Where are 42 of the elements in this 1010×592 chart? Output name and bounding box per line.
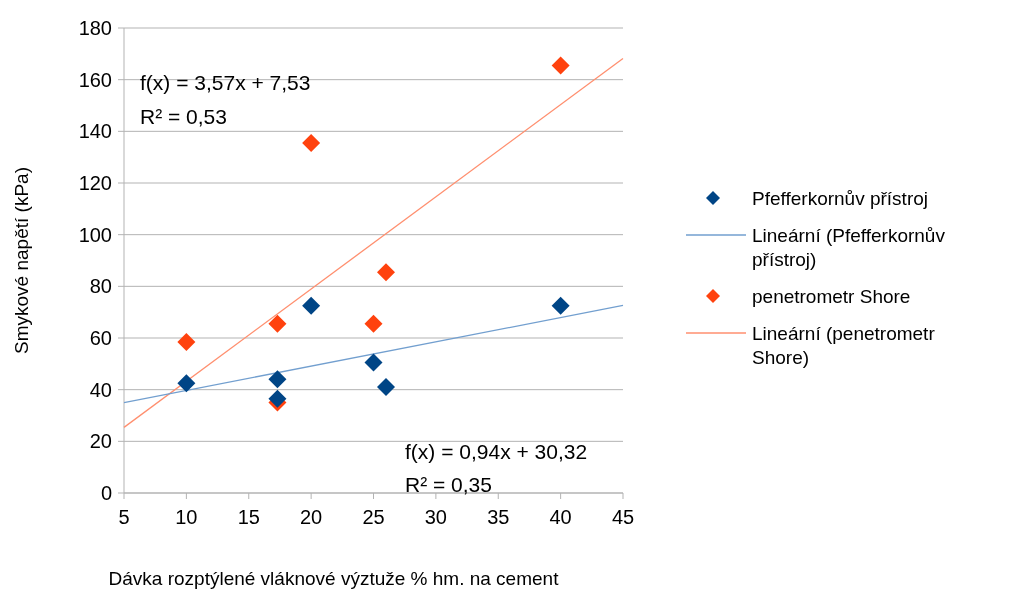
annotation: f(x) = 3,57x + 7,53 xyxy=(140,71,311,94)
y-tick-label: 60 xyxy=(89,327,112,349)
x-axis-title: Dávka rozptýlené vláknové výztuže % hm. na cement xyxy=(108,568,560,589)
point xyxy=(302,133,321,152)
y-tick-label: 0 xyxy=(100,482,112,504)
annotation: f(x) = 0,94x + 30,32 xyxy=(405,440,588,463)
point xyxy=(376,378,395,397)
x-tick-label: 30 xyxy=(424,506,447,528)
annotation: R² = 0,35 xyxy=(405,473,492,496)
legend-label: Lineární (penetrometr Shore) xyxy=(752,322,936,368)
x-tick-label: 10 xyxy=(175,506,198,528)
y-tick-label: 160 xyxy=(78,68,112,91)
x-tick-label: 5 xyxy=(118,506,130,528)
y-tick-label: 180 xyxy=(78,17,112,39)
y-tick-label: 80 xyxy=(89,275,112,298)
y-tick-label: 140 xyxy=(78,120,112,143)
y-axis-title: Smykové napětí (kPa) xyxy=(11,167,32,354)
legend-label: Lineární (Pfefferkornův přístroj) xyxy=(752,224,946,270)
annotation: R² = 0,53 xyxy=(140,105,227,128)
x-tick-label: 35 xyxy=(487,506,510,528)
x-tick-label: 15 xyxy=(237,506,260,528)
point xyxy=(364,353,383,372)
x-tick-label: 25 xyxy=(362,506,385,528)
legend-label: Pfefferkornův přístroj xyxy=(752,187,929,209)
point xyxy=(268,314,287,333)
x-tick-label: 20 xyxy=(300,506,323,528)
point xyxy=(268,370,287,389)
x-tick-label: 40 xyxy=(549,506,572,528)
y-tick-label: 40 xyxy=(89,378,112,401)
point xyxy=(364,314,383,333)
point xyxy=(376,263,395,282)
point xyxy=(302,296,321,315)
point xyxy=(551,296,570,315)
point xyxy=(268,389,287,408)
x-tick-label: 45 xyxy=(611,506,635,528)
point xyxy=(177,332,196,351)
legend-label: penetrometr Shore xyxy=(752,285,911,307)
y-tick-label: 20 xyxy=(89,430,112,453)
y-tick-label: 120 xyxy=(78,172,112,194)
point xyxy=(177,374,196,393)
y-tick-label: 100 xyxy=(78,223,112,246)
point xyxy=(551,56,570,75)
